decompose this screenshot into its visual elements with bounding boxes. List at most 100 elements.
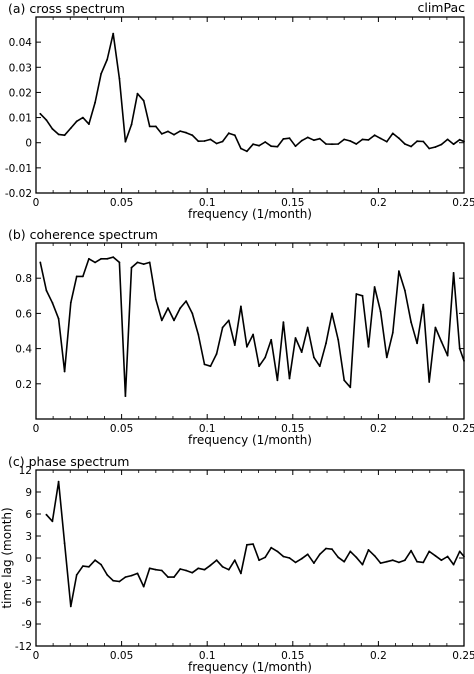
panel-c-data-point	[124, 576, 127, 578]
panel-c-data-point	[227, 568, 230, 571]
panel-b-data-point	[288, 377, 291, 380]
panel-c-data-point	[197, 567, 200, 570]
figure-credit: climPac	[417, 0, 465, 15]
panel-b-data-point	[276, 379, 279, 382]
panel-c-data-point	[112, 579, 115, 582]
panel-c-data-point	[434, 554, 437, 557]
panel-c-data-point	[300, 557, 303, 560]
panel-b-data-point	[197, 333, 200, 336]
panel-c-x-tick-label: 0.05	[110, 650, 133, 662]
panel-c-data-point	[398, 561, 400, 564]
panel-b-data-point	[154, 298, 157, 301]
panel-a-data-point	[446, 138, 449, 141]
panel-a-data-point	[185, 131, 188, 134]
panel-c-data-point	[458, 550, 461, 553]
panel-a-data-point	[367, 139, 370, 141]
panel-c-data-point	[306, 553, 309, 556]
panel-a-data-point	[264, 141, 267, 143]
panel-a-data-point	[398, 137, 400, 140]
panel-a-data-point	[154, 125, 157, 128]
panel-c-y-tick-label: 9	[25, 487, 32, 499]
panel-a-data-point	[349, 140, 352, 142]
panel-a-y-tick-label: -0.02	[5, 188, 32, 200]
panel-a-data-point	[428, 147, 431, 150]
panel-a-data-point	[221, 140, 224, 143]
panel-b-data-point	[215, 353, 218, 355]
panel-b-data-point	[306, 326, 309, 329]
panel-a-data-point	[203, 140, 206, 142]
panel-b-data-point	[416, 342, 418, 345]
panel-a-data-point	[173, 133, 175, 136]
panel-c-data-point	[391, 559, 394, 562]
panel-b-data-point	[203, 363, 206, 366]
panel-a-data-point	[191, 134, 194, 137]
panel-c-y-tick-label: -6	[22, 597, 33, 609]
panel-b-data-point	[434, 326, 437, 329]
panel-a-data-point	[258, 144, 260, 147]
panel-a-data-point	[331, 143, 333, 146]
panel-c-data-point	[361, 563, 364, 566]
panel-a-data-point	[142, 99, 145, 102]
panel-c-y-tick-label: 12	[19, 465, 32, 477]
panel-a-data-point	[94, 101, 96, 104]
panel-a-data-point	[179, 130, 182, 133]
panel-c-data-point	[349, 550, 352, 553]
panel-c-data-point	[246, 543, 248, 546]
panel-b-data-point	[100, 257, 102, 260]
panel-b-data-point	[94, 261, 96, 264]
panel-a-data-point	[379, 137, 382, 140]
panel-c-data-point	[148, 567, 151, 570]
panel-c-y-tick-label: 3	[25, 531, 32, 543]
panel-c-data-point	[100, 563, 102, 566]
panel-b-data-point	[75, 275, 78, 278]
panel-b-y-tick-label: 0.4	[15, 344, 32, 356]
panel-b-data-point	[63, 370, 66, 373]
panel-a-y-tick-label: 0.01	[9, 113, 32, 125]
panel-a-data-point	[227, 132, 230, 135]
panel-c-data-point	[154, 568, 157, 571]
panel-c-data-point	[440, 559, 443, 562]
panel-a-data-point	[282, 138, 285, 140]
panel-b-y-tick-label: 0.2	[15, 379, 32, 391]
panel-c-data-point	[270, 546, 273, 549]
panel-b-data-point	[398, 270, 400, 273]
panel-a-data-point	[440, 143, 443, 146]
panel-c-y-axis-label: time lag (month)	[0, 507, 14, 608]
panel-c-data-point	[57, 480, 60, 483]
panel-b-data-point	[343, 379, 346, 382]
panel-c-data-point	[318, 553, 321, 556]
panel-c-data-point	[51, 520, 54, 523]
panel-b-data-point	[148, 261, 151, 264]
panel-c-data-point	[136, 572, 139, 575]
panel-c-data-point	[452, 563, 455, 566]
panel-c-data-point	[215, 559, 218, 562]
panel-a-y-tick-label: 0.03	[9, 62, 32, 74]
panel-a-y-tick-label: 0.04	[9, 37, 33, 49]
panel-b-data-point	[252, 333, 255, 336]
panel-c-data-point	[221, 565, 224, 568]
panel-a-x-tick-label: 0.2	[370, 197, 387, 209]
panel-a-data-point	[130, 123, 133, 126]
panel-b-data-point	[160, 319, 163, 322]
panel-a-data-point	[39, 112, 42, 115]
panel-a-data-point	[136, 92, 139, 95]
panel-c-data-point	[463, 555, 465, 558]
panel-b-frame	[35, 242, 465, 420]
panel-a-data-point	[209, 138, 212, 141]
panel-c-series-line	[45, 480, 465, 608]
panel-b-data-point	[136, 261, 139, 264]
panel-a-data-point	[337, 143, 340, 145]
panel-c-data-point	[416, 560, 418, 563]
panel-c-data-point	[203, 568, 206, 571]
panel-c-data-point	[240, 572, 242, 575]
panel-a-data-point	[215, 142, 218, 145]
panel-a-data-point	[63, 134, 66, 137]
panel-c-x-axis-label: frequency (1/month)	[188, 660, 312, 674]
panel-b-x-tick-label: 0.2	[370, 423, 387, 435]
panel-c-data-point	[173, 576, 175, 578]
panel-b-data-point	[385, 356, 388, 359]
panel-c-data-point	[191, 571, 194, 574]
panel-b-data-point	[179, 307, 182, 309]
